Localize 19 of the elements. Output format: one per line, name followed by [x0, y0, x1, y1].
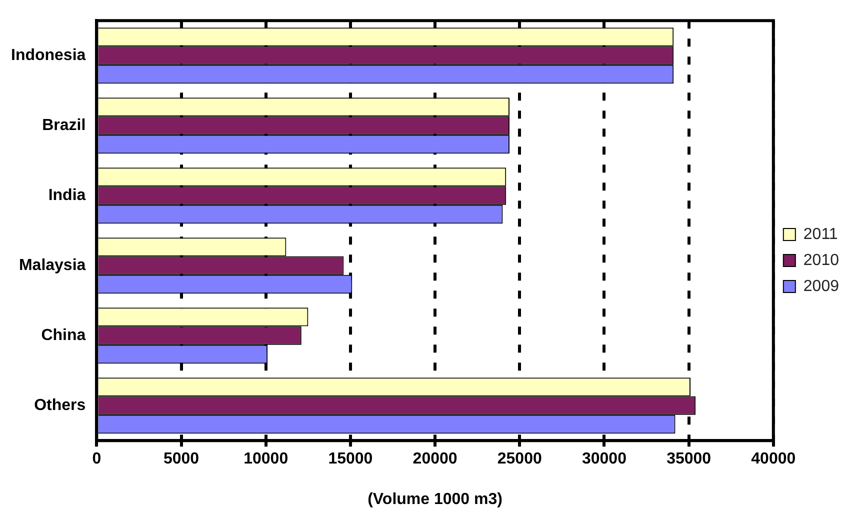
x-tick-label: 25000 — [497, 450, 542, 468]
y-tick-label: Brazil — [42, 117, 86, 134]
y-tick-label: Others — [34, 397, 86, 414]
legend-label: 2009 — [803, 278, 840, 295]
x-tick-label: 15000 — [328, 450, 373, 468]
x-tick-label: 0 — [92, 450, 102, 468]
x-tick-label: 40000 — [751, 450, 796, 468]
y-tick-label: Malaysia — [18, 257, 86, 274]
x-tick-label: 5000 — [163, 450, 200, 468]
x-axis-title: (Volume 1000 m3) — [368, 490, 502, 508]
x-tick-label: 20000 — [412, 450, 458, 468]
x-tick-label: 30000 — [582, 450, 627, 468]
y-tick-label: China — [41, 327, 86, 344]
legend-label: 2011 — [803, 226, 838, 243]
x-tick-label: 10000 — [244, 450, 288, 468]
x-tick-label: 35000 — [666, 450, 712, 468]
y-tick-label: India — [48, 187, 86, 204]
legend-label: 2010 — [803, 252, 840, 269]
y-tick-label: Indonesia — [10, 47, 86, 64]
